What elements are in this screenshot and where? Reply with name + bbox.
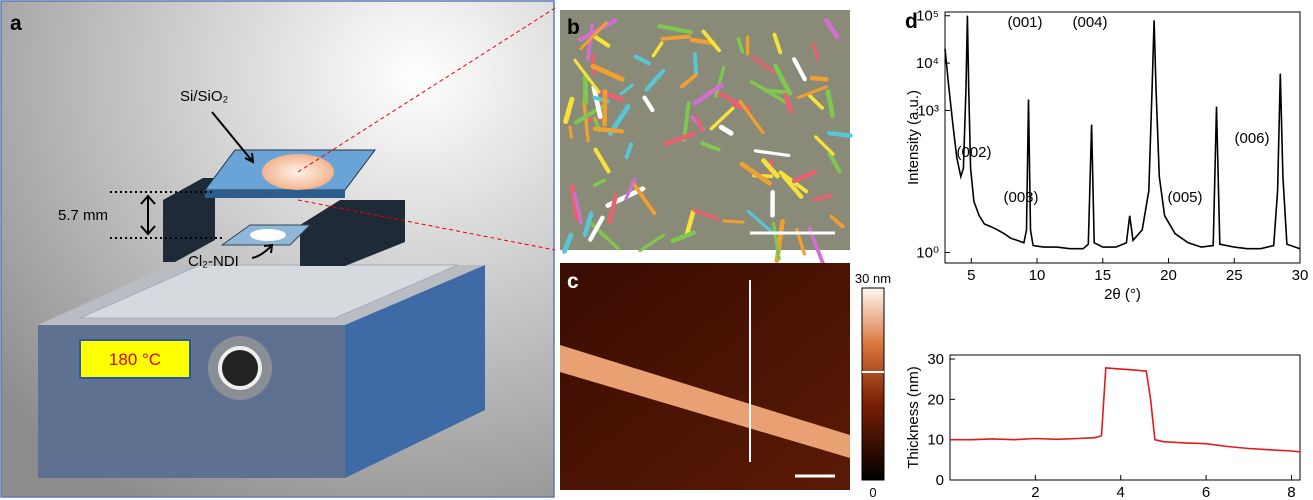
knob-inner: [220, 348, 260, 388]
y-tick-label: 10⁵: [916, 8, 939, 25]
x-tick-label: 6: [1202, 484, 1210, 500]
crystal: [695, 54, 696, 73]
y-axis-label: Thickness (nm): [905, 366, 922, 469]
crystal: [662, 37, 689, 39]
crystal: [595, 129, 622, 131]
y-axis-label: Intensity (a.u.): [905, 90, 922, 185]
source-powder: [250, 229, 286, 241]
substrate-edge: [205, 190, 345, 198]
temperature-label: 180 °C: [109, 350, 161, 369]
y-tick-label: 10⁰: [916, 244, 939, 261]
panel-label: c: [567, 270, 579, 293]
peak-label: (006): [1234, 130, 1269, 147]
peak-label: (003): [1003, 189, 1038, 206]
gap-label: 5.7 mm: [58, 207, 108, 224]
crystal: [605, 92, 606, 125]
x-axis-label: 2θ (°): [1104, 286, 1141, 303]
colorbar-max: 30 nm: [855, 271, 891, 286]
crystal: [812, 78, 827, 79]
x-tick-label: 25: [1226, 267, 1243, 284]
substrate-label: Si/SiO₂: [180, 88, 229, 105]
x-tick-label: 15: [1094, 267, 1111, 284]
crystal: [724, 221, 743, 222]
y-tick-label: 30: [927, 351, 944, 368]
source-label: Cl₂-NDI: [188, 253, 239, 270]
colorbar-min: 0: [869, 485, 876, 500]
panel-label: b: [567, 16, 580, 39]
panel-b: [560, 10, 851, 264]
panel-c: c 30 nm 0: [560, 263, 891, 500]
panel-a: 180 °C Si/SiO₂ 5.7 mm Cl₂-NDI a: [1, 1, 555, 497]
plot-frame: [950, 355, 1300, 480]
y-tick-label: 10: [927, 432, 944, 449]
crystal: [829, 133, 851, 135]
x-tick-label: 30: [1292, 267, 1309, 284]
x-tick-label: 4: [1117, 484, 1125, 500]
colorbar: [862, 288, 884, 480]
peak-label: (001): [1007, 14, 1042, 31]
y-tick-label: 20: [927, 391, 944, 408]
x-tick-label: 20: [1160, 267, 1177, 284]
crystal: [570, 127, 571, 137]
x-tick-label: 2: [1031, 484, 1039, 500]
data-line: [950, 368, 1300, 452]
y-tick-label: 10⁴: [916, 55, 939, 72]
peak-label: (002): [956, 144, 991, 161]
figure: 180 °C Si/SiO₂ 5.7 mm Cl₂-NDI a b c 30: [0, 0, 1313, 500]
peak-label: (005): [1167, 189, 1202, 206]
x-tick-label: 10: [1029, 267, 1046, 284]
x-tick-label: 8: [1287, 484, 1295, 500]
x-tick-label: 5: [967, 267, 975, 284]
panel-label: a: [10, 12, 22, 35]
peak-label: (004): [1072, 14, 1107, 31]
y-tick-label: 0: [936, 472, 944, 489]
